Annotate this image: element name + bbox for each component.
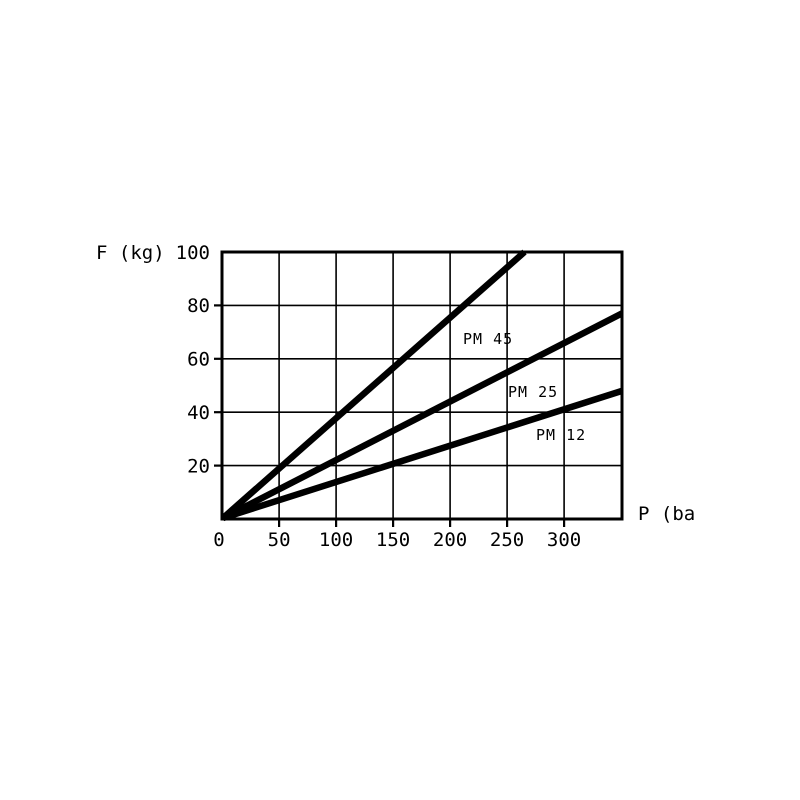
y-tick-label-20: 20 — [187, 456, 210, 478]
x-axis-title: P (ba — [638, 503, 695, 525]
x-tick-labels: 0 50 100 150 200 250 300 — [213, 529, 581, 551]
series-label-pm-45: PM 45 — [463, 330, 513, 348]
series-lines — [220, 249, 624, 522]
y-tick-label-40: 40 — [187, 402, 210, 424]
x-tick-label-100: 100 — [319, 529, 353, 551]
y-axis-title: F (kg) — [96, 242, 165, 264]
y-tick-label-100: 100 — [176, 242, 210, 264]
plot-frame — [220, 250, 624, 521]
x-tick-label-50: 50 — [268, 529, 291, 551]
series-line-pm-45 — [220, 249, 527, 521]
x-tick-label-200: 200 — [433, 529, 467, 551]
series-label-pm-12: PM 12 — [536, 426, 586, 444]
x-tick-label-250: 250 — [490, 529, 524, 551]
x-tick-label-300: 300 — [547, 529, 581, 551]
y-tick-labels: 100 80 60 40 20 — [176, 242, 210, 478]
plot-area — [214, 249, 624, 527]
x-tick-label-0: 0 — [213, 529, 224, 551]
x-tick-marks — [278, 519, 566, 527]
x-tick-label-150: 150 — [376, 529, 410, 551]
series-label-pm-25: PM 25 — [508, 383, 558, 401]
y-tick-label-80: 80 — [187, 295, 210, 317]
series-labels: PM 45 PM 25 PM 12 — [463, 330, 586, 444]
series-line-pm-25 — [221, 310, 624, 521]
vertical-gridlines — [278, 252, 565, 519]
series-line-pm-12 — [222, 387, 623, 522]
y-tick-label-60: 60 — [187, 349, 210, 371]
y-tick-marks — [214, 304, 222, 467]
